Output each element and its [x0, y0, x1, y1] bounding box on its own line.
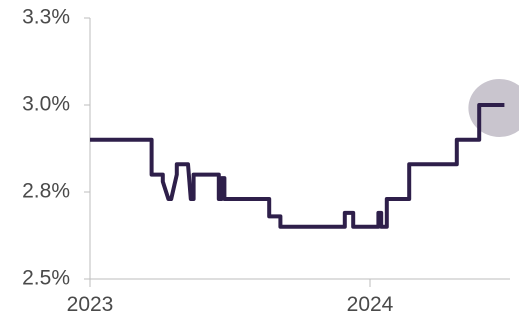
x-tick-label: 2023: [67, 293, 114, 316]
x-tick-label: 2024: [347, 293, 394, 316]
series-layer: [90, 103, 505, 229]
highlight-layer: [468, 79, 519, 137]
x-ticks: 2023 2024: [67, 279, 394, 316]
y-tick-label: 2.5%: [22, 267, 70, 290]
series-line: [90, 103, 505, 229]
latest-value-highlight: [468, 79, 519, 137]
y-ticks: 2.5% 2.8% 3.0% 3.3%: [22, 6, 90, 290]
y-tick-label: 3.3%: [22, 6, 70, 29]
y-tick-label: 2.8%: [22, 180, 70, 203]
axes: [89, 18, 510, 280]
y-tick-label: 3.0%: [22, 93, 70, 116]
